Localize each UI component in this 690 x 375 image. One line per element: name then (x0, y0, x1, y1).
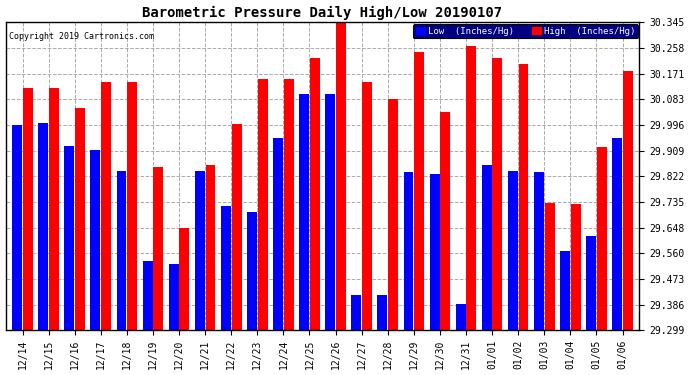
Bar (466, 46, 476, 330)
Bar (455, 303, 466, 330)
Bar (101, 82, 111, 330)
Bar (90, 150, 100, 330)
Bar (388, 99, 398, 330)
Bar (273, 138, 283, 330)
Bar (299, 93, 309, 330)
Bar (195, 171, 205, 330)
Title: Barometric Pressure Daily High/Low 20190107: Barometric Pressure Daily High/Low 20190… (142, 6, 502, 20)
Bar (153, 167, 164, 330)
Bar (571, 204, 581, 330)
Bar (75, 108, 85, 330)
Bar (362, 82, 372, 330)
Bar (179, 228, 189, 330)
Bar (38, 123, 48, 330)
Bar (597, 147, 607, 330)
Bar (206, 165, 215, 330)
Bar (560, 251, 570, 330)
Bar (612, 138, 622, 330)
Bar (127, 82, 137, 330)
Bar (117, 171, 126, 330)
Bar (169, 264, 179, 330)
Bar (257, 79, 268, 330)
Bar (508, 171, 518, 330)
Bar (12, 125, 22, 330)
Bar (544, 203, 555, 330)
Bar (310, 58, 319, 330)
Bar (325, 94, 335, 330)
Bar (430, 174, 440, 330)
Bar (221, 206, 231, 330)
Bar (64, 146, 75, 330)
Bar (23, 88, 33, 330)
Legend: Low  (Inches/Hg), High  (Inches/Hg): Low (Inches/Hg), High (Inches/Hg) (413, 24, 638, 39)
Bar (351, 295, 362, 330)
Bar (414, 52, 424, 330)
Bar (404, 172, 413, 330)
Bar (49, 88, 59, 330)
Bar (482, 165, 492, 330)
Bar (143, 261, 152, 330)
Bar (232, 124, 241, 330)
Bar (336, 20, 346, 330)
Bar (534, 172, 544, 330)
Bar (493, 58, 502, 330)
Bar (623, 71, 633, 330)
Text: Copyright 2019 Cartronics.com: Copyright 2019 Cartronics.com (9, 32, 154, 40)
Bar (519, 64, 529, 330)
Bar (284, 79, 294, 330)
Bar (440, 111, 450, 330)
Bar (377, 295, 387, 330)
Bar (586, 236, 596, 330)
Bar (247, 212, 257, 330)
